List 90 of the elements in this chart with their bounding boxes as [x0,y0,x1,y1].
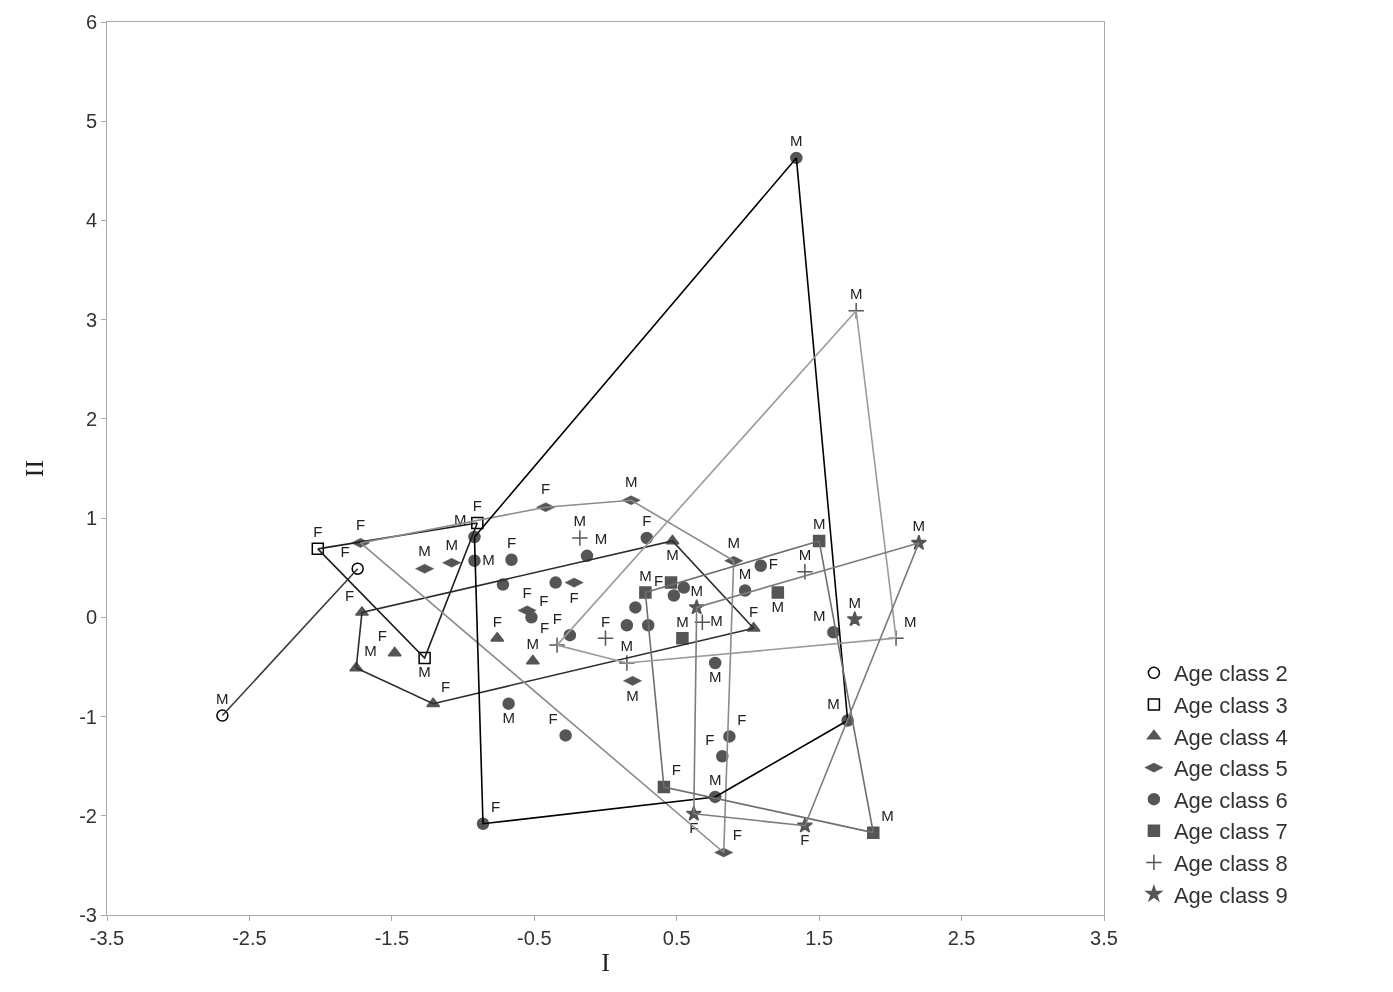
data-label: M [798,546,812,564]
data-label: F [377,627,387,645]
data-label: F [732,825,743,843]
data-label: M [418,541,431,559]
data-label: F [749,602,759,620]
data-label: F [441,678,451,696]
data-label: F [768,555,778,573]
data-label: F [540,619,550,637]
x-tick-label: -1.5 [374,927,410,949]
y-tick-label: 3 [85,308,97,331]
data-label: M [624,473,638,491]
data-label: F [569,588,579,606]
data-label: F [344,586,355,604]
legend-label: Age class 5 [1173,756,1288,782]
y-tick-label: -2 [79,804,97,827]
data-label: F [355,516,366,534]
x-tick-label: 2.5 [947,927,976,949]
legend-label: Age class 7 [1173,819,1288,845]
data-label: M [708,668,722,686]
data-label: M [573,512,587,530]
data-label: M [502,708,515,726]
y-tick-label: 0 [85,606,97,629]
data-label: M [620,637,634,655]
data-label: F [671,761,681,779]
y-tick-label: 2 [85,407,97,430]
data-label: M [813,606,826,624]
data-label: M [690,581,703,599]
data-label: F [492,612,502,630]
data-label: M [812,515,826,533]
data-label: F [522,583,532,601]
data-label: M [827,694,840,712]
data-label: F [705,730,715,748]
data-label: M [881,807,894,825]
data-label: F [653,572,664,590]
y-tick-label: 1 [85,507,97,530]
data-label: F [548,709,558,727]
data-label: F [642,512,652,530]
y-tick-label: -1 [79,705,97,728]
data-label: M [445,535,458,553]
data-label: M [454,511,467,529]
data-label: F [737,710,747,728]
x-tick-label: -3.5 [89,927,125,949]
data-label: F [313,523,323,541]
x-tick-label: -2.5 [232,927,267,949]
x-tick-label: 0.5 [662,927,691,949]
y-axis-title: II [19,459,49,478]
data-label: F [552,609,563,627]
x-tick-label: -0.5 [517,927,552,949]
data-label: M [710,612,723,630]
data-label: F [490,798,501,816]
y-tick-label: -3 [79,904,97,926]
data-label: M [639,566,652,584]
legend-label: Age class 2 [1173,661,1288,687]
data-label: F [800,830,810,848]
data-label: M [418,663,431,681]
y-tick-label: 5 [85,110,97,133]
data-label: M [771,597,785,615]
x-tick-label: 3.5 [1090,927,1118,949]
y-tick-label: 4 [85,209,97,232]
data-label: M [216,689,229,707]
legend-label: Age class 3 [1173,692,1288,718]
data-label: M [738,564,752,582]
data-label: M [594,530,608,548]
data-label: M [912,517,926,535]
legend-label: Age class 8 [1173,850,1288,876]
y-tick-label: 6 [85,11,97,33]
data-label: M [626,687,639,705]
data-label: F [689,818,699,836]
data-label: M [526,635,540,653]
data-label: M [676,612,689,630]
data-label: M [903,612,917,630]
data-label: M [666,546,679,564]
data-label: M [482,550,495,568]
data-label: M [848,593,861,611]
data-label: F [539,591,549,609]
data-label: M [708,771,722,789]
legend-label: Age class 9 [1173,882,1288,908]
data-label: M [364,642,377,660]
data-label: F [600,612,611,630]
data-label: F [506,534,517,552]
x-tick-label: 1.5 [805,927,834,949]
data-label: F [340,543,350,561]
data-label: M [849,285,863,303]
data-label: M [790,132,803,150]
x-axis-title: I [601,947,610,977]
data-label: M [727,533,740,551]
legend-label: Age class 6 [1173,787,1288,813]
data-label: F [541,480,551,498]
data-label: F [472,497,482,515]
legend-label: Age class 4 [1173,724,1288,750]
